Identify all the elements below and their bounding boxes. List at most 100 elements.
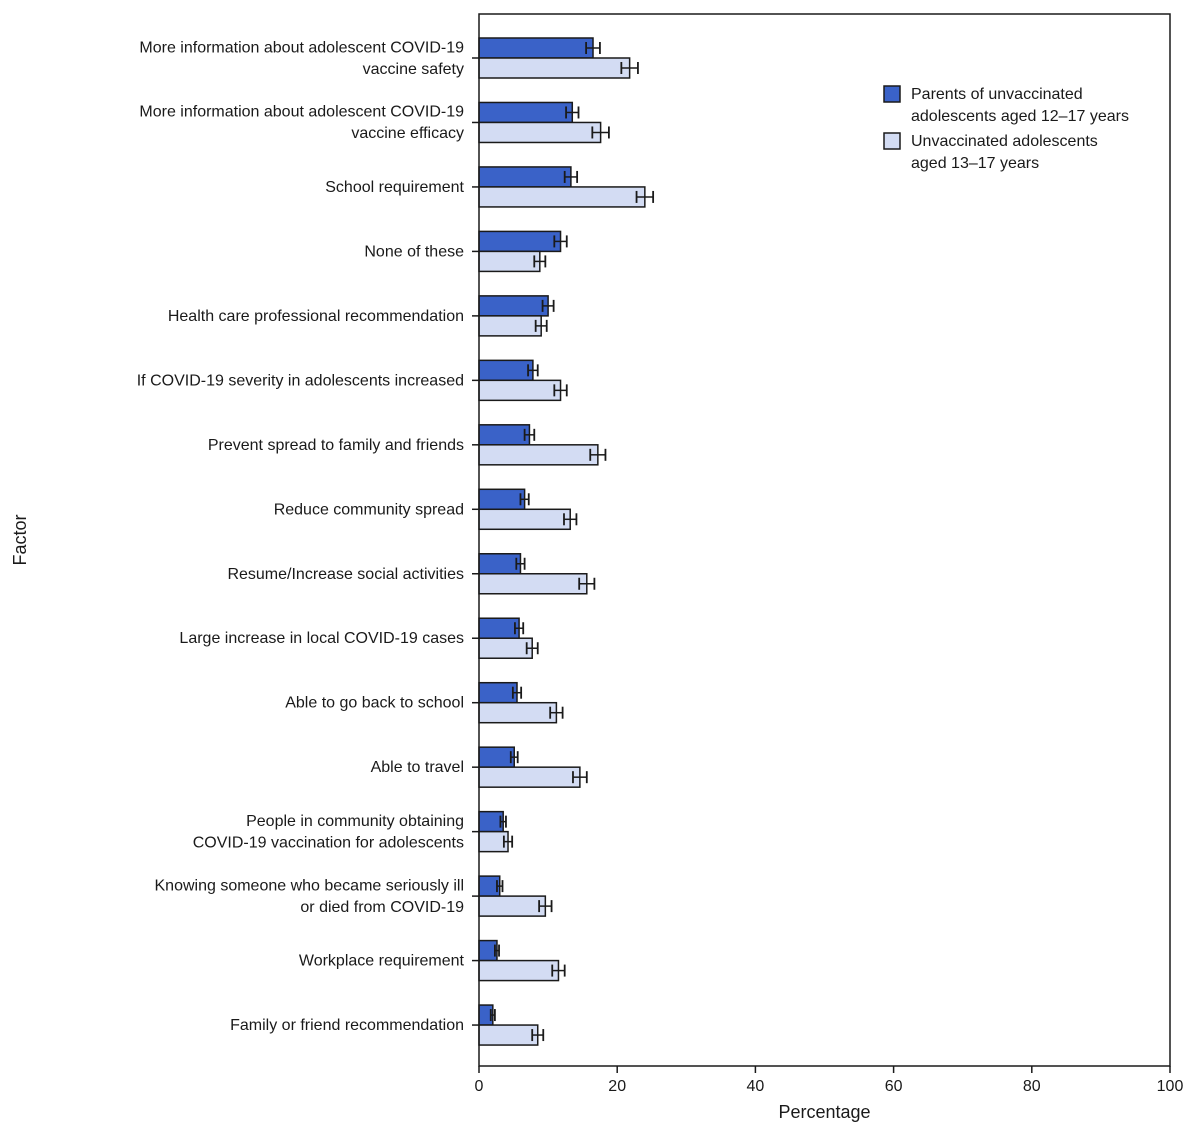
category-label: People in community obtaining COVID-19 va… [193,813,464,852]
category-label-line: More information about adolescent COVID-… [139,39,464,56]
category-label-line: None of these [364,243,464,260]
x-tick-label: 20 [608,1078,626,1095]
category-label-line: vaccine efficacy [351,125,464,142]
category-labels: More information about adolescent COVID-… [137,39,479,1034]
legend: Parents of unvaccinated adolescents aged … [883,85,1129,172]
bar-adolescents [478,766,581,788]
bar-adolescents [478,959,560,982]
category-label: Family or friend recommendation [230,1017,464,1034]
bar-adolescents [478,250,541,273]
category-label-line: More information about adolescent COVID-… [139,104,464,121]
category-label-line: Prevent spread to family and friends [208,437,464,454]
category-label: More information about adolescent COVID-… [139,104,464,143]
bar-adolescents [478,186,646,208]
bar-group [478,101,610,144]
x-tick-label: 0 [475,1078,484,1095]
category-label-line: Health care professional recommendation [168,308,464,325]
category-label-line: Reduce community spread [274,501,464,518]
bar-group [478,746,588,788]
x-tick-label: 100 [1157,1078,1184,1095]
bar-groups [478,37,655,1046]
bar-group [478,359,568,402]
bar-parents [478,424,531,446]
plot-frame [478,13,1171,1067]
bar-parents [478,295,549,317]
category-label: Workplace requirement [299,953,465,970]
bar-parents [478,101,574,124]
bar-group [478,424,607,466]
bar-group [478,875,553,917]
bar-adolescents [478,444,599,466]
bar-adolescents [478,121,602,144]
category-label-line: or died from COVID-19 [300,899,464,916]
bar-parents [478,617,520,639]
category-label-line: Resume/Increase social activities [227,566,464,583]
bar-parents [478,230,562,253]
x-tick-label: 80 [1023,1078,1041,1095]
legend-label-line: aged 13–17 years [911,155,1039,172]
x-tick-label: 40 [747,1078,765,1095]
category-label: None of these [364,243,464,260]
bar-group [478,617,539,659]
category-label: Knowing someone who became seriously ill… [155,877,465,916]
category-label-line: Able to travel [371,759,464,776]
category-label-line: COVID-19 vaccination for adolescents [193,834,464,851]
category-label: School requirement [325,179,464,196]
bar-group [478,1004,545,1046]
category-label-line: If COVID-19 severity in adolescents incr… [137,372,464,389]
bar-parents [478,488,526,511]
bar-adolescents [478,573,588,595]
legend-label-line: Parents of unvaccinated [911,86,1083,103]
category-label: Able to travel [371,759,464,776]
bar-adolescents [478,701,558,724]
bar-adolescents [478,379,562,402]
legend-label: Parents of unvaccinated adolescents aged … [911,86,1129,125]
x-tick-label: 60 [885,1078,903,1095]
bar-adolescents [478,1024,539,1046]
category-label: Health care professional recommendation [168,308,464,325]
category-label-line: School requirement [325,179,464,196]
bar-parents [478,553,522,575]
bar-group [478,488,578,531]
legend-label-line: adolescents aged 12–17 years [911,108,1129,125]
category-label: Prevent spread to family and friends [208,437,464,454]
category-label: Reduce community spread [274,501,464,518]
bar-group [478,939,566,982]
category-label: If COVID-19 severity in adolescents incr… [137,372,464,389]
category-label: Able to go back to school [285,695,464,712]
category-label-line: People in community obtaining [246,813,464,830]
legend-label: Unvaccinated adolescents aged 13–17 years [911,133,1098,172]
bar-group [478,681,564,724]
category-label-line: Family or friend recommendation [230,1017,464,1034]
bar-parents [478,37,594,59]
category-label-line: Knowing someone who became seriously ill [155,877,465,894]
category-label-line: Workplace requirement [299,953,465,970]
bar-parents [478,359,534,382]
category-label: Resume/Increase social activities [227,566,464,583]
legend-swatch-parents [883,85,901,103]
bar-adolescents [478,57,631,79]
x-axis-title: Percentage [778,1102,870,1122]
bar-group [478,553,596,595]
bar-adolescents [478,508,571,531]
category-label: Large increase in local COVID-19 cases [179,630,464,647]
bar-parents [478,746,515,768]
bar-adolescents [478,895,547,917]
bar-group [478,810,514,853]
category-label: More information about adolescent COVID-… [139,39,464,78]
category-label-line: vaccine safety [363,61,464,78]
x-axis: 0 20 40 60 80 100 [475,1066,1184,1095]
bar-group [478,230,568,273]
category-label-line: Able to go back to school [285,695,464,712]
legend-label-line: Unvaccinated adolescents [911,133,1098,150]
legend-swatch-adolescents [883,132,901,150]
bar-group [478,295,555,337]
y-axis-title: Factor [10,514,30,565]
bar-adolescents [478,637,533,659]
bar-adolescents [478,315,542,337]
bar-group [478,37,639,79]
bar-parents [478,166,572,188]
bar-parents [478,681,518,704]
category-label-line: Large increase in local COVID-19 cases [179,630,464,647]
